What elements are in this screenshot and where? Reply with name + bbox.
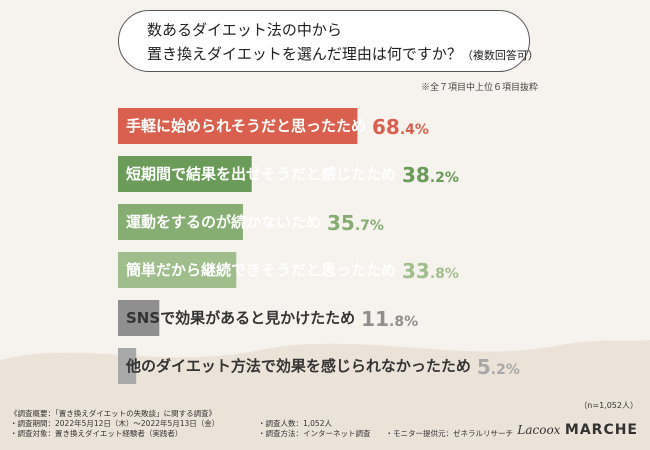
bar (118, 348, 137, 384)
survey-overview: 《調査概要：「置き換えダイエットの失敗談」に関する調査》 ・調査期間：2022年… (10, 409, 219, 439)
brand-logo-part2: MARCHE (564, 422, 638, 438)
bar (118, 156, 252, 192)
survey-period: ・調査期間：2022年5月12日（木）〜2022年5月13日（金） (10, 419, 220, 428)
bar (118, 252, 237, 288)
bar-category-label: 他のダイエット方法で効果を感じられなかったため (125, 357, 471, 375)
bar-group: 簡単だから継続できそうだと思ったため 33.8% (118, 252, 459, 288)
survey-details: ・調査人数：1,052人 ・調査方法：インターネット調査 ・モニター提供元：ゼネ… (258, 419, 513, 439)
bar-category-label: 短期間で結果を出せそうだと感じたため (126, 165, 396, 183)
bar-value-label: 33.8% (402, 259, 459, 283)
question-bubble: 数あるダイエット法の中から 置き換えダイエットを選んだ理由は何ですか？（複数回答… (118, 10, 539, 72)
survey-overview-title: 《調査概要：「置き換えダイエットの失敗談」に関する調査》 (10, 409, 217, 418)
bar (118, 300, 160, 336)
background-wave (0, 340, 650, 450)
bar-category-label: SNSで効果があると見かけたため (126, 309, 355, 327)
question-line-2: 置き換えダイエットを選んだ理由は何ですか？（複数回答可） (147, 43, 539, 64)
bar-category-label: 運動をするのが続かないため (126, 213, 321, 231)
question-line-2-main: 置き換えダイエットを選んだ理由は何ですか？ (147, 45, 462, 63)
bar (118, 108, 358, 144)
bar-value-label: 35.7% (327, 211, 384, 235)
bar-group: SNSで効果があると見かけたため 11.8% (118, 300, 418, 336)
bar-group: 運動をするのが続かないため 35.7% (118, 204, 384, 240)
bar-chart: 手軽に始められそうだと思ったため 68.4% 短期間で結果を出せそうだと感じたため 3… (118, 108, 520, 384)
bar-value-label: 11.8% (361, 307, 418, 331)
bar-group: 手軽に始められそうだと思ったため 68.4% (118, 108, 429, 144)
question-line-1: 数あるダイエット法の中から (147, 21, 342, 39)
sample-size: （n=1,052人） (579, 401, 638, 410)
survey-count: ・調査人数：1,052人 (258, 419, 332, 428)
brand-logo-part1: Lacoox (517, 423, 561, 437)
bar-group: 短期間で結果を出せそうだと感じたため 38.2% (118, 156, 459, 192)
bar-value-label: 68.4% (372, 115, 429, 139)
survey-target: ・調査対象：置き換えダイエット経験者（実践者） (10, 429, 183, 438)
bar-category-label: 簡単だから継続できそうだと思ったため (126, 261, 396, 279)
survey-method: ・調査方法：インターネット調査 ・モニター提供元：ゼネラルリサーチ (258, 429, 513, 438)
bar-value-label: 38.2% (402, 163, 459, 187)
question-note: （複数回答可） (461, 49, 539, 62)
bar-group: 他のダイエット方法で効果を感じられなかったため 5.2% (118, 348, 520, 384)
brand-logo: Lacoox MARCHE (517, 422, 638, 438)
bar-value-label: 5.2% (477, 355, 520, 379)
bar (118, 204, 243, 240)
bar-category-label: 手軽に始められそうだと思ったため (126, 117, 366, 135)
selection-note: ※全７項目中上位６項目抜粋 (420, 83, 538, 93)
